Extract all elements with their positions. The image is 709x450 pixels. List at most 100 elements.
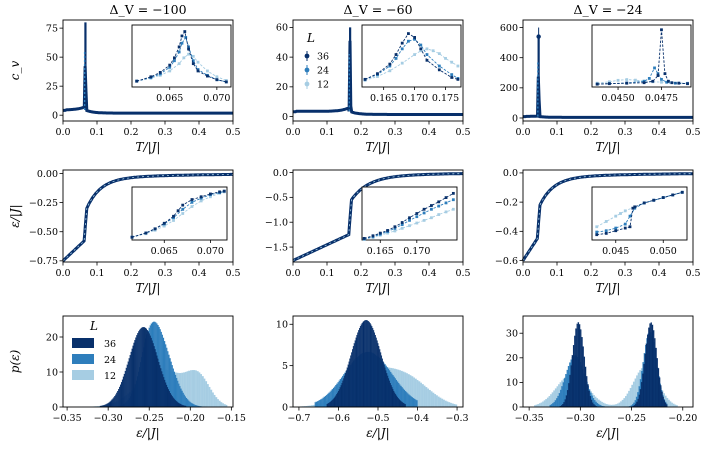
cv-d60-inset-xtick-label: 0.170 (401, 93, 428, 104)
p-d60-bar-L36 (376, 340, 378, 408)
e-d24-ytick-label: −0.2 (495, 197, 518, 208)
p-d24-bar-L36 (651, 324, 654, 408)
p-d60-bar-L36 (370, 324, 372, 408)
p-d60-bar-L36 (350, 355, 352, 408)
cv-d24-inset-point-L36 (663, 72, 667, 76)
p-d60-ytick-label: 10 (276, 320, 288, 331)
p-d100-bar-L36 (115, 394, 117, 408)
cv-d60-xtick-label: 0.2 (353, 127, 368, 138)
p-d60-bar-L36 (352, 346, 354, 408)
p-d60-bar-L24 (322, 397, 324, 408)
cv-d100-inset-point-L36 (183, 30, 187, 33)
e-d24-xtick-label: 0.3 (617, 268, 632, 279)
p-d24-bar-L12 (545, 399, 548, 408)
p-d60-bar-L36 (396, 396, 398, 408)
p-d24-bar-L36 (664, 402, 667, 408)
p-d60-bar-L36 (377, 343, 379, 408)
p-d60-bar-L36 (339, 387, 341, 408)
p-d100-bar-L36 (134, 340, 136, 408)
p-d100-bar-L36 (111, 399, 113, 408)
e-d60-inset-point-L12 (430, 216, 433, 220)
cv-d100-inset-point-L12 (158, 73, 162, 77)
p-d24-bar-L36 (569, 374, 571, 408)
cv-d24-xtick-label: 0.2 (583, 127, 598, 138)
cv-d100-inset-point-L36 (135, 79, 139, 83)
p-d100-bar-L36 (170, 394, 172, 408)
p-d60-bar-L36 (357, 332, 359, 408)
p-d24-bar-L36 (583, 356, 586, 408)
p-d60-bar-L36 (363, 320, 365, 408)
p-d24-bar-L12 (618, 402, 621, 408)
p-d60-bar-L36 (365, 320, 367, 408)
p-d24-bar-L12 (617, 403, 619, 408)
p-d60-bar-L36 (351, 352, 353, 408)
p-d60-bar-L36 (394, 392, 396, 408)
legend-top-marker-L36 (304, 53, 310, 59)
cv-d100-inset-point-L24 (180, 41, 184, 45)
p-d60-bar-L36 (329, 402, 331, 408)
p-d24-bar-L36 (580, 329, 582, 408)
p-d60-bar-L12 (444, 400, 447, 408)
p-d60-bar-L36 (381, 358, 383, 408)
p-d24-bar-L36 (645, 343, 648, 408)
e-d24-ytick-label: −0.4 (495, 227, 518, 238)
p-d60-bar-L24 (315, 401, 318, 408)
p-d100-bar-L36 (139, 329, 141, 408)
p-d24-bar-L36 (581, 337, 583, 408)
p-d60-bar-L36 (330, 400, 332, 408)
cv-d60-inset-point-L24 (437, 64, 441, 68)
p-d24-bar-L36 (636, 401, 638, 408)
e-d60-inset-point-L12 (444, 210, 448, 214)
p-d100-bar-L24 (189, 401, 191, 408)
e-d24-inset-frame (591, 186, 688, 241)
cv-d60-ytick-label: 20 (276, 82, 288, 93)
p-d24-ytick-label: 10 (506, 378, 518, 389)
p-d100-bar-L36 (122, 376, 124, 408)
p-d100-bar-L36 (120, 382, 123, 408)
p-d24-bar-L36 (661, 391, 663, 408)
p-d24-bar-L12 (669, 401, 672, 408)
p-d100-bar-L36 (144, 327, 147, 408)
e-d24-inset-point-L24 (614, 226, 618, 230)
p-d60-bar-L24 (412, 398, 415, 408)
legend-hist: L 36 24 12 (72, 319, 116, 382)
p-d100-bar-L12 (222, 403, 224, 408)
e-d24-inset-point-L36 (652, 198, 656, 202)
p-d100-bar-L36 (166, 387, 169, 408)
p-d24-bar-L12 (668, 399, 670, 408)
p-d60-bar-L24 (406, 392, 408, 408)
cv-d60-inset-point-L36 (425, 58, 429, 62)
cv-d60-inset-point-L12 (400, 61, 404, 65)
e-d60-inset-point-L24 (444, 201, 448, 205)
p-d100-bar-L36 (133, 342, 135, 408)
p-d100-bar-L36 (151, 340, 153, 408)
e-d60-ytick-label: 0.0 (273, 168, 288, 179)
e-d100-inset-point-L12 (162, 224, 166, 228)
e-d100-ylabel: ε/|J| (8, 204, 22, 227)
p-d60-bar-L12 (432, 392, 435, 408)
p-d100-bar-L36 (158, 361, 160, 408)
p-d60-bar-L36 (348, 361, 350, 408)
cv-d100-frame (62, 19, 234, 122)
p-d60-bar-L24 (319, 399, 321, 408)
cv-d100-xtick-label: 0.2 (123, 127, 138, 138)
p-d60-bar-L36 (388, 378, 390, 408)
p-d100-ytick-label: 10 (46, 367, 58, 378)
cv-d24-xtick-label: 0.4 (651, 127, 666, 138)
p-d60-bar-L24 (314, 402, 316, 408)
column-title-2: Δ_V = −24 (573, 2, 642, 17)
p-d60-bar-L36 (403, 403, 405, 408)
cv-d60-inset-point-L12 (388, 69, 392, 73)
e-d60-xtick-label: 0.1 (319, 268, 334, 279)
e-d60-xtick-label: 0.2 (353, 268, 368, 279)
cv-d100-inset-point-L24 (173, 59, 176, 63)
p-d24-bar-L36 (590, 399, 593, 408)
cv-d100-inset-point-L36 (149, 75, 153, 79)
cv-d100-inset-point-L36 (173, 56, 176, 60)
e-d60-inset-point-L36 (371, 234, 375, 238)
e-d60-inset-xtick-label: 0.170 (403, 246, 430, 257)
p-d60-bar-L12 (451, 403, 454, 408)
cv-d24-inset-point-L12 (607, 80, 611, 84)
p-d100-panel: −0.35 −0.30 −0.25 −0.20 −0.15 0 10 20 ε/|J| p(ε) (8, 315, 246, 440)
p-d60-bar-L36 (385, 370, 387, 408)
